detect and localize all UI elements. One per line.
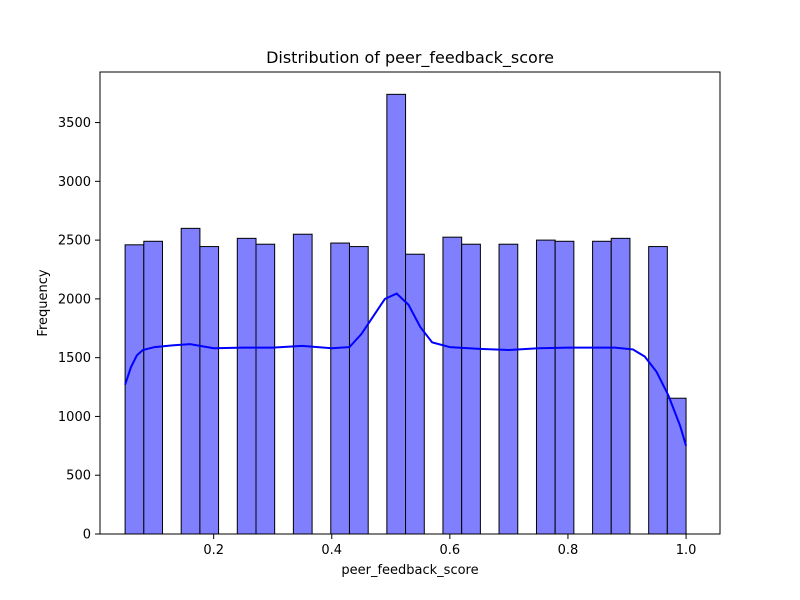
histogram-bar-7 — [255, 243, 276, 535]
y-tick-label-5: 2500 — [58, 234, 91, 249]
histogram-bar-14 — [386, 93, 407, 535]
bars-group — [124, 93, 687, 535]
histogram-bar-9 — [292, 233, 313, 535]
histogram-bar-4 — [199, 246, 220, 535]
x-tick-label-3: 0.8 — [558, 543, 579, 558]
histogram-bar-23 — [554, 240, 575, 535]
histogram-bar-6 — [236, 237, 257, 535]
chart-title: Distribution of peer_feedback_score — [266, 48, 554, 68]
y-tick-label-2: 1000 — [58, 410, 91, 425]
y-tick-label-7: 3500 — [58, 116, 91, 131]
x-tick-label-2: 0.6 — [440, 543, 461, 558]
x-tick-label-1: 0.4 — [321, 543, 342, 558]
plot-frame — [99, 71, 721, 535]
y-tick-label-3: 1500 — [58, 351, 91, 366]
y-axis-label: Frequency — [36, 269, 51, 336]
histogram-bar-18 — [461, 243, 481, 535]
y-tick-label-1: 500 — [66, 469, 91, 484]
histogram-bar-12 — [348, 246, 369, 535]
x-axis-ticks: 0.2 0.4 0.6 0.8 1.0 — [203, 534, 696, 558]
y-tick-label-4: 2000 — [58, 292, 91, 307]
histogram-bar-11 — [330, 242, 350, 535]
histogram-bar-15 — [405, 253, 425, 535]
histogram-bar-28 — [648, 246, 668, 535]
histogram-bar-26 — [610, 237, 631, 535]
histogram-bar-22 — [535, 239, 556, 535]
histogram-bar-1 — [143, 240, 163, 535]
histogram-bar-17 — [442, 236, 463, 535]
x-tick-label-0: 0.2 — [203, 543, 224, 558]
x-axis-label: peer_feedback_score — [341, 563, 478, 578]
x-tick-label-4: 1.0 — [676, 543, 697, 558]
y-tick-label-6: 3000 — [58, 175, 91, 190]
y-axis-ticks: 0 500 1000 1500 2000 2500 3000 3500 — [58, 116, 100, 543]
kde-line — [124, 292, 688, 447]
histogram-bar-3 — [180, 227, 201, 535]
histogram-bar-20 — [498, 243, 519, 535]
histogram-bar-0 — [124, 244, 145, 535]
histogram-bar-25 — [592, 240, 612, 535]
y-tick-label-0: 0 — [83, 528, 91, 543]
